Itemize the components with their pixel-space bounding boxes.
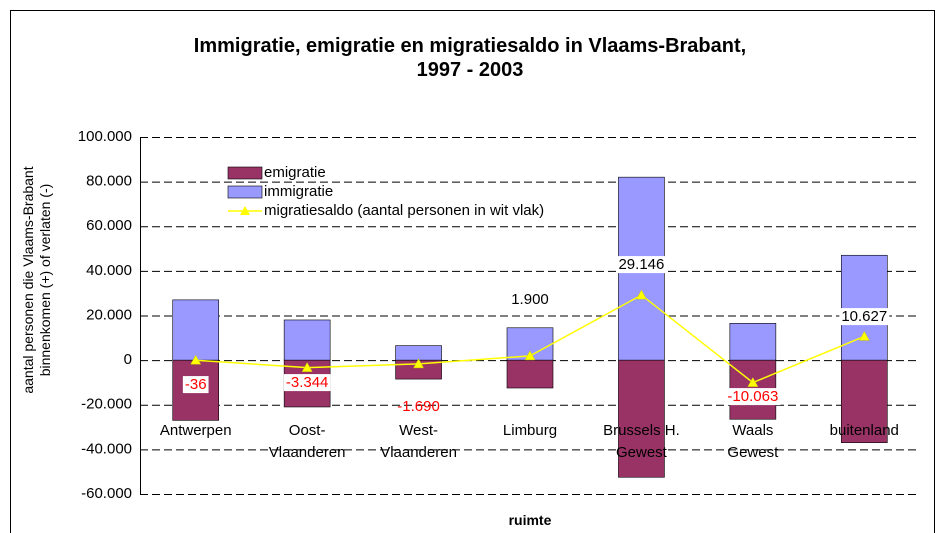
y-tick-label: 0 [124,351,132,368]
bar [618,359,665,478]
data-label: -1.690 [397,398,440,415]
x-tick-label: buitenland [829,422,899,440]
marker [636,289,647,300]
marker [301,362,313,372]
data-label: 10.627 [841,308,887,325]
y-tick-label: 100.000 [78,128,132,145]
bar [395,345,442,361]
y-tick-label: 80.000 [86,173,132,190]
data-label: -3.344 [286,374,329,391]
marker [747,377,759,387]
data-label-box [839,308,890,326]
y-tick-label: -40.000 [81,440,132,457]
x-tick-label: Waals Gewest [727,422,779,462]
bar [840,359,888,443]
bar [172,299,220,361]
y-tick-label: -60.000 [81,485,132,502]
data-label: -36 [185,376,207,393]
data-label-box [283,374,331,392]
legend-label: immigratie [264,183,333,200]
x-tick-label: Limburg [502,422,558,440]
marker [190,354,202,365]
y-tick-label: 40.000 [86,262,132,279]
marker [858,330,870,341]
data-label-box [616,256,667,274]
marker [413,358,424,369]
bar [729,323,777,361]
y-tick-label: 20.000 [86,306,132,323]
legend-swatch [227,166,263,180]
data-label: 1.900 [511,291,549,308]
data-label-box [725,388,781,406]
chart-title: Immigratie, emigratie en migratiesaldo i… [193,35,747,81]
x-tick-label: Brussels H. Gewest [603,422,680,462]
legend-marker [240,206,250,215]
x-tick-label: Oost- Vlaanderen [268,422,346,462]
legend-swatch [227,185,263,199]
x-tick-label: West- Vlaanderen [380,422,457,462]
bar [506,359,554,389]
marker [524,350,536,361]
legend-label: emigratie [264,164,326,181]
y-tick-label: 60.000 [86,217,132,234]
y-tick-label: -20.000 [81,396,132,413]
data-label-box [182,376,209,394]
x-axis-label: ruimte [508,512,552,528]
legend-label: migratiesaldo (aantal personen in wit vl… [264,202,544,219]
x-tick-label: Antwerpen [159,422,232,440]
bar [283,319,331,361]
y-axis-label: aantal personen die Vlaams-Brabant binne… [20,166,53,394]
data-label: 29.146 [618,256,664,273]
data-label: -10.063 [727,388,778,405]
